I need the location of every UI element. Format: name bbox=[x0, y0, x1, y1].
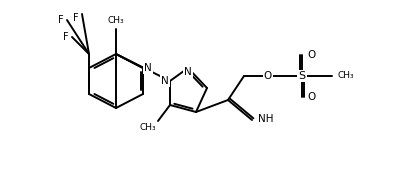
Text: F: F bbox=[73, 13, 79, 23]
Text: O: O bbox=[264, 71, 272, 81]
Text: N: N bbox=[144, 63, 152, 73]
Text: O: O bbox=[307, 92, 315, 102]
Text: N: N bbox=[184, 67, 192, 77]
Text: CH₃: CH₃ bbox=[338, 72, 355, 80]
Text: S: S bbox=[298, 71, 306, 81]
Text: CH₃: CH₃ bbox=[108, 16, 124, 25]
Text: CH₃: CH₃ bbox=[140, 123, 156, 132]
Text: NH: NH bbox=[258, 114, 273, 124]
Text: F: F bbox=[63, 32, 69, 42]
Text: F: F bbox=[58, 15, 64, 25]
Text: N: N bbox=[161, 76, 169, 86]
Text: O: O bbox=[307, 50, 315, 60]
